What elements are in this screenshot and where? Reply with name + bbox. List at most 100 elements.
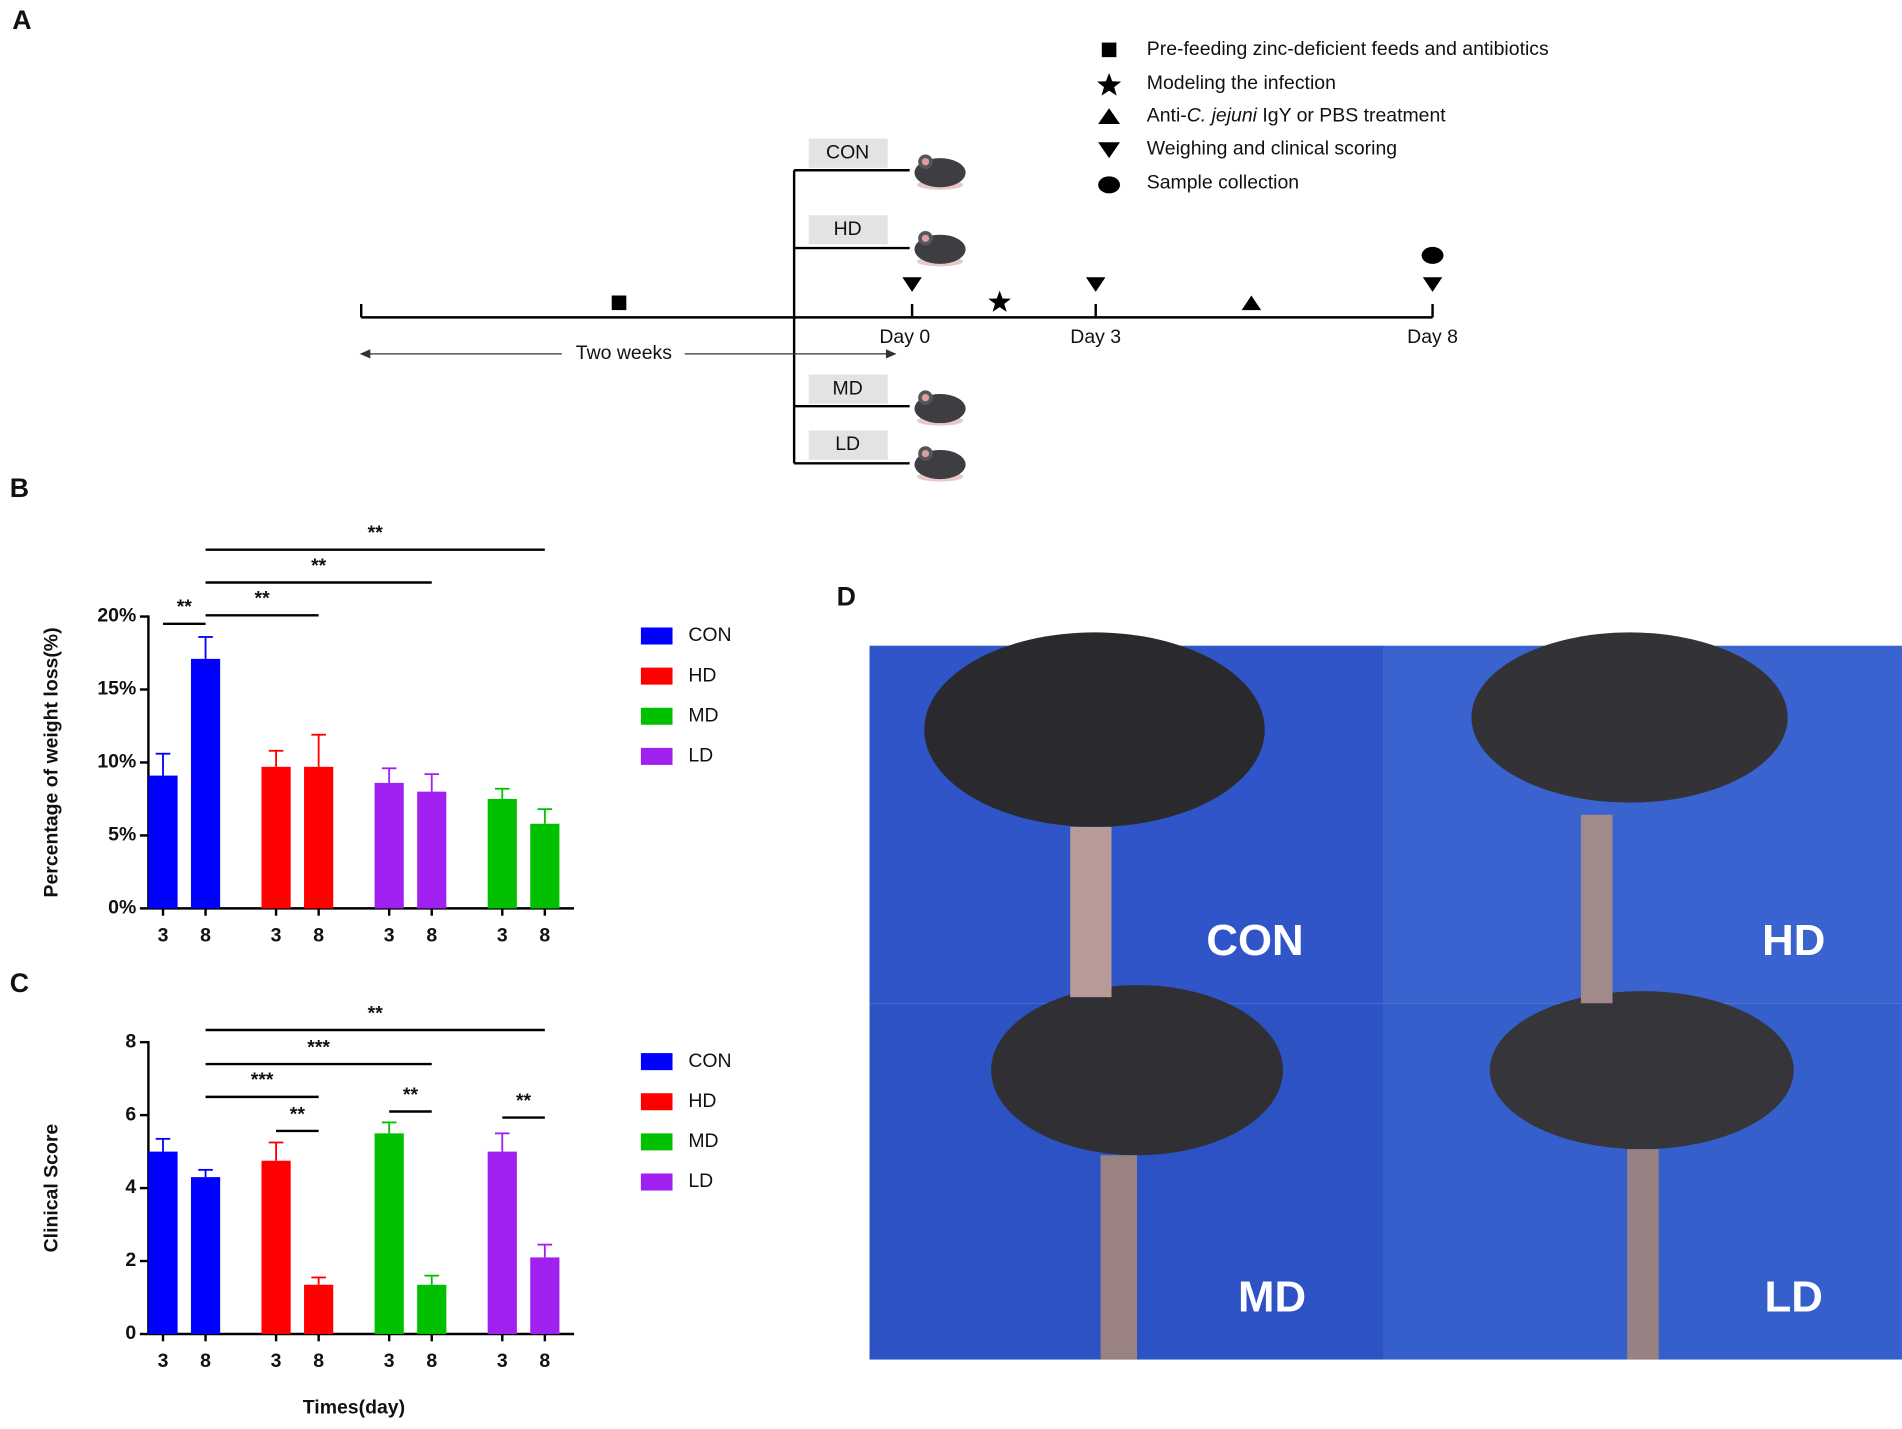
- group-label: CON: [826, 141, 869, 163]
- mouse-tail: [1580, 814, 1613, 1004]
- significance-label: **: [368, 522, 384, 544]
- y-tick-label: 8: [125, 1030, 136, 1052]
- y-tick-label: 0: [125, 1322, 136, 1344]
- legend-text-part: Weighing and clinical scoring: [1147, 138, 1397, 160]
- x-tick-label: 8: [200, 1350, 211, 1372]
- photo-label: HD: [1762, 916, 1825, 965]
- y-axis-label: Percentage of weight loss(%): [40, 627, 62, 897]
- legend-swatch: [640, 1173, 673, 1191]
- photo-label: LD: [1765, 1273, 1823, 1322]
- legend-text-part: Sample collection: [1147, 172, 1299, 194]
- group-label: MD: [833, 377, 863, 399]
- significance-label: **: [255, 588, 271, 610]
- bar: [190, 658, 221, 909]
- y-axis-label: Clinical Score: [40, 1124, 62, 1253]
- legend-swatch: [640, 1093, 673, 1111]
- legend-text-part: Modeling the infection: [1147, 72, 1336, 94]
- bar: [148, 1151, 178, 1335]
- legend-label: LD: [688, 1170, 713, 1192]
- legend-text-part: IgY or PBS treatment: [1257, 105, 1446, 127]
- significance-label: **: [177, 596, 193, 618]
- legend-label: HD: [688, 664, 716, 686]
- mouse-body: [924, 632, 1265, 827]
- y-tick-label: 0%: [108, 897, 136, 919]
- legend-symbol: [1098, 108, 1121, 125]
- bar: [417, 791, 447, 909]
- bar: [304, 766, 334, 909]
- legend-swatch: [640, 1133, 673, 1151]
- x-tick-label: 8: [313, 925, 324, 947]
- x-tick-label: 3: [158, 1350, 169, 1372]
- x-axis-label: Times(day): [303, 1396, 405, 1418]
- y-tick-label: 4: [125, 1176, 136, 1198]
- bar: [374, 782, 404, 909]
- legend-text: Weighing and clinical scoring: [1147, 138, 1397, 160]
- legend-text: Pre-feeding zinc-deficient feeds and ant…: [1147, 38, 1549, 60]
- group-box: [808, 374, 888, 404]
- photo-label: CON: [1206, 916, 1303, 965]
- y-tick-label: 2: [125, 1249, 136, 1271]
- panel-label: D: [837, 581, 856, 611]
- bar: [530, 1257, 560, 1335]
- bar: [487, 798, 517, 909]
- x-tick-label: 8: [426, 925, 437, 947]
- mouse-icon: [921, 449, 930, 458]
- legend-symbol: [1097, 72, 1122, 96]
- legend-text: Sample collection: [1147, 172, 1299, 194]
- legend-symbol: [1098, 176, 1121, 194]
- mouse-icon: [921, 394, 930, 402]
- significance-label: **: [290, 1103, 306, 1125]
- duration-arrows: [359, 349, 897, 359]
- legend-text: Anti-C. jejuni IgY or PBS treatment: [1147, 105, 1447, 127]
- photo-label: MD: [1238, 1273, 1306, 1322]
- mouse-icon: [921, 234, 930, 242]
- group-box: [808, 215, 888, 245]
- legend-symbol: [1101, 42, 1117, 58]
- legend-swatch: [640, 747, 673, 765]
- bar: [261, 1160, 291, 1335]
- significance-label: **: [516, 1090, 532, 1112]
- mouse-icon: [921, 158, 930, 166]
- bar: [417, 1284, 447, 1335]
- significance-label: **: [368, 1002, 384, 1024]
- mouse-tail: [1100, 1155, 1138, 1360]
- day-label: Day 8: [1407, 326, 1458, 348]
- bar: [261, 766, 291, 909]
- bar: [304, 1284, 334, 1335]
- bar: [190, 1177, 221, 1335]
- significance-label: **: [311, 555, 327, 577]
- bar: [487, 1151, 517, 1335]
- group-label: LD: [835, 433, 860, 455]
- significance-label: **: [403, 1084, 419, 1106]
- mouse-body: [1471, 632, 1788, 803]
- timeline-lines: [359, 169, 1434, 465]
- group-box: [808, 138, 888, 168]
- x-tick-label: 3: [497, 925, 508, 947]
- legend-label: HD: [688, 1090, 716, 1112]
- y-tick-label: 6: [125, 1103, 136, 1125]
- legend-text-part: C. jejuni: [1187, 105, 1258, 127]
- legend-text: Modeling the infection: [1147, 72, 1336, 94]
- x-tick-label: 3: [384, 1350, 395, 1372]
- mouse-body: [1489, 991, 1794, 1150]
- legend-label: MD: [688, 704, 718, 726]
- y-tick-label: 5%: [108, 824, 136, 846]
- x-tick-label: 8: [200, 925, 211, 947]
- bar: [530, 823, 560, 909]
- legend-swatch: [640, 707, 673, 725]
- mouse-tail: [1627, 1149, 1659, 1360]
- x-tick-label: 3: [271, 1350, 282, 1372]
- x-tick-label: 8: [539, 1350, 550, 1372]
- panel-label: B: [10, 473, 29, 503]
- photo-panel: CON HD MD LD: [869, 632, 1902, 1360]
- legend-label: CON: [688, 1050, 731, 1072]
- y-tick-label: 10%: [97, 751, 136, 773]
- legend-symbol: [1098, 142, 1121, 159]
- bar: [148, 775, 178, 909]
- legend-label: MD: [688, 1130, 718, 1152]
- y-tick-label: 20%: [97, 605, 136, 627]
- bar: [374, 1133, 404, 1335]
- panel-label: A: [12, 5, 31, 35]
- x-tick-label: 8: [313, 1350, 324, 1372]
